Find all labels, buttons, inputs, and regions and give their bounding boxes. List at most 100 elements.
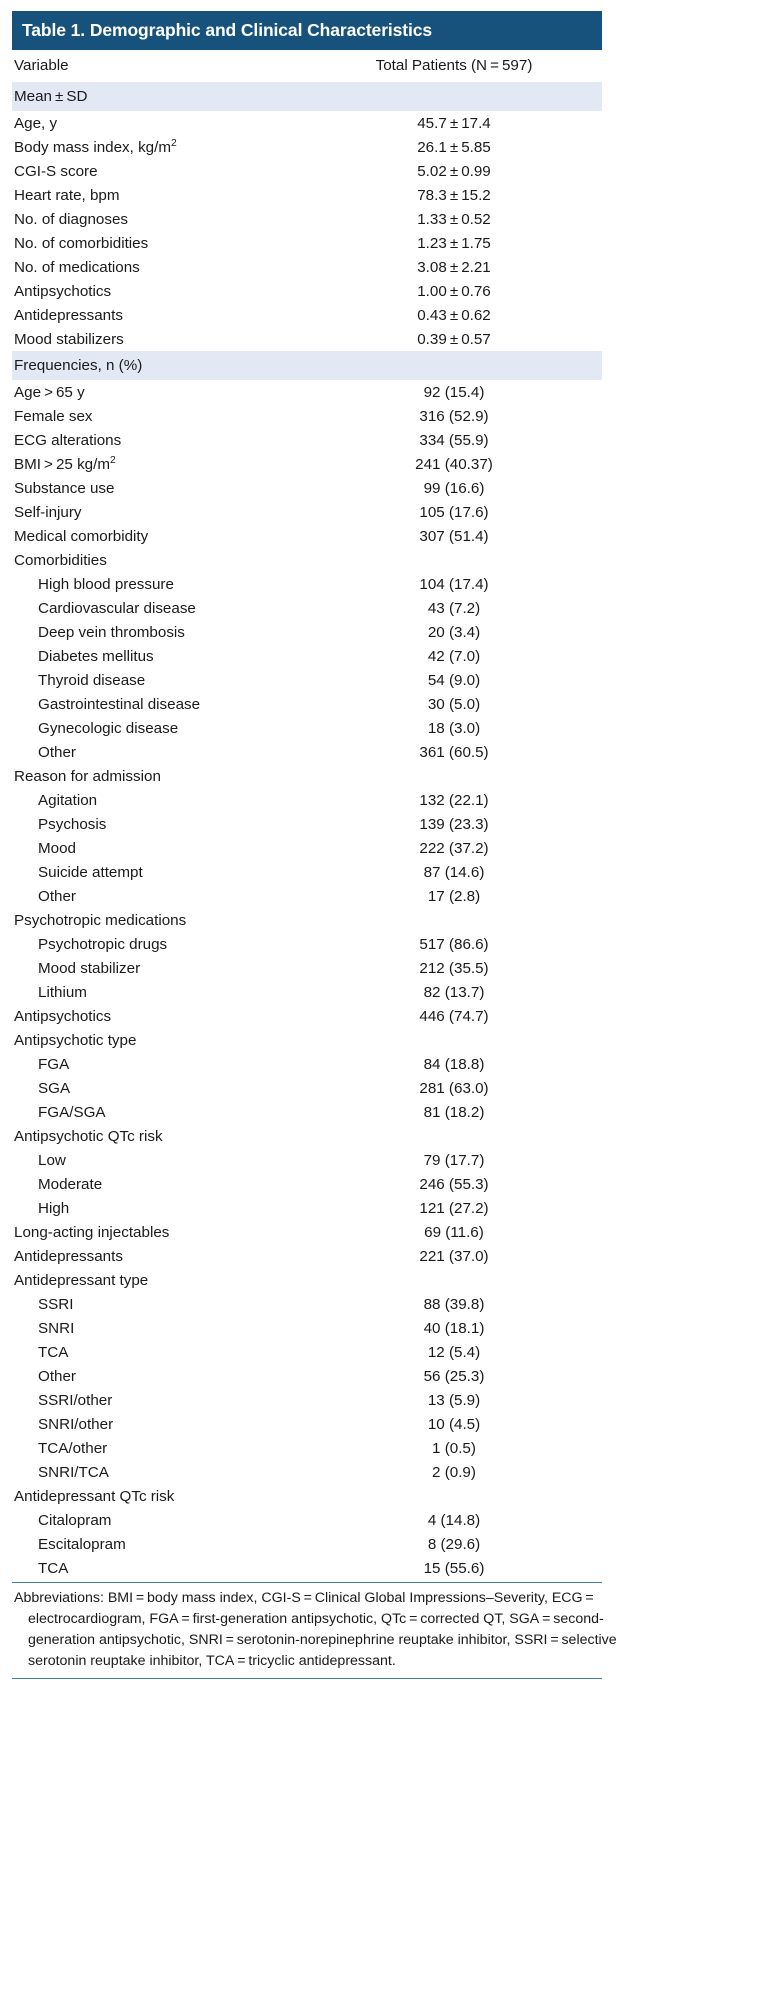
table-row: CGI-S score 5.02 ± 0.99: [12, 159, 602, 183]
row-label: Citalopram: [38, 1511, 112, 1529]
table-row: Long-acting injectables 69 (11.6): [12, 1220, 602, 1244]
table-row: No. of comorbidities 1.23 ± 1.75: [12, 231, 602, 255]
table-row: SNRI 40 (18.1): [12, 1316, 602, 1340]
table-row: Female sex 316 (52.9): [12, 404, 602, 428]
table-row: Antipsychotic QTc risk: [12, 1124, 602, 1148]
row-label: Mood: [38, 839, 76, 857]
row-label: Mood stabilizer: [38, 959, 141, 977]
column-header-row: Variable Total Patients (N = 597): [12, 50, 602, 82]
row-label: Female sex: [14, 407, 93, 425]
section-header-spacer: [352, 351, 602, 381]
table-row: Escitalopram 8 (29.6): [12, 1532, 602, 1556]
row-label: Antidepressant type: [14, 1271, 149, 1289]
row-label: Psychotropic drugs: [38, 935, 168, 953]
table-row: TCA 12 (5.4): [12, 1340, 602, 1364]
row-value: 10 (4.5): [427, 1415, 481, 1433]
row-label: Self-injury: [14, 503, 82, 521]
table-row: Medical comorbidity 307 (51.4): [12, 524, 602, 548]
column-header-total-patients: Total Patients (N = 597): [375, 57, 533, 75]
table-row: Other 56 (25.3): [12, 1364, 602, 1388]
table-row: Agitation 132 (22.1): [12, 788, 602, 812]
row-value: 8 (29.6): [427, 1535, 481, 1553]
row-value: 139 (23.3): [419, 815, 489, 833]
table-row: SSRI/other 13 (5.9): [12, 1388, 602, 1412]
row-label: Long-acting injectables: [14, 1223, 170, 1241]
table-row: Antipsychotic type: [12, 1028, 602, 1052]
table-row: Citalopram 4 (14.8): [12, 1508, 602, 1532]
table-row: Antipsychotics 1.00 ± 0.76: [12, 279, 602, 303]
row-value: [352, 1484, 602, 1508]
superscript: 2: [109, 454, 116, 466]
table-row: Antidepressant QTc risk: [12, 1484, 602, 1508]
row-label: TCA/other: [38, 1439, 108, 1457]
row-value: 1.00 ± 0.76: [417, 282, 491, 300]
row-label: Comorbidities: [14, 551, 107, 569]
row-value: 222 (37.2): [419, 839, 489, 857]
row-label: Heart rate, bpm: [14, 186, 120, 204]
section-header-row: Frequencies, n (%): [12, 351, 602, 381]
row-label: Cardiovascular disease: [38, 599, 196, 617]
row-label: Antipsychotics: [14, 1007, 112, 1025]
row-value: 69 (11.6): [424, 1223, 484, 1241]
table-row: Other 361 (60.5): [12, 740, 602, 764]
demographic-clinical-characteristics-table: Variable Total Patients (N = 597) Mean ±…: [12, 50, 602, 1580]
table-row: SNRI/TCA 2 (0.9): [12, 1460, 602, 1484]
row-value: 13 (5.9): [427, 1391, 481, 1409]
row-label: SGA: [38, 1079, 71, 1097]
row-value: 20 (3.4): [427, 623, 481, 641]
table-row: Self-injury 105 (17.6): [12, 500, 602, 524]
table-row: Psychotropic drugs 517 (86.6): [12, 932, 602, 956]
row-label: Gynecologic disease: [38, 719, 179, 737]
table-title: Table 1. Demographic and Clinical Charac…: [12, 11, 602, 51]
row-label: FGA/SGA: [38, 1103, 106, 1121]
row-label: SNRI/TCA: [38, 1463, 109, 1481]
row-label: Antipsychotic type: [14, 1031, 137, 1049]
row-label: Diabetes mellitus: [38, 647, 154, 665]
section-header-row: Mean ± SD: [12, 82, 602, 112]
table-row: SNRI/other 10 (4.5): [12, 1412, 602, 1436]
row-value: 1.23 ± 1.75: [417, 234, 491, 252]
table-row: Antidepressant type: [12, 1268, 602, 1292]
table-row: FGA/SGA 81 (18.2): [12, 1100, 602, 1124]
section-header-label: Mean ± SD: [14, 88, 88, 106]
row-value: 15 (55.6): [423, 1559, 485, 1577]
table-row: Moderate 246 (55.3): [12, 1172, 602, 1196]
table-row: Deep vein thrombosis 20 (3.4): [12, 620, 602, 644]
row-label: Age, y: [14, 114, 58, 132]
table-row: Mood stabilizer 212 (35.5): [12, 956, 602, 980]
table-row: Cardiovascular disease 43 (7.2): [12, 596, 602, 620]
table-row: Body mass index, kg/m2 26.1 ± 5.85: [12, 135, 602, 159]
row-label: Other: [38, 887, 76, 905]
row-value: 132 (22.1): [419, 791, 489, 809]
table-row: TCA/other 1 (0.5): [12, 1436, 602, 1460]
row-value: 81 (18.2): [423, 1103, 485, 1121]
table-row: Gynecologic disease 18 (3.0): [12, 716, 602, 740]
row-value: 82 (13.7): [423, 983, 485, 1001]
table-row: Lithium 82 (13.7): [12, 980, 602, 1004]
table-row: Age > 65 y 92 (15.4): [12, 380, 602, 404]
row-label: High: [38, 1199, 70, 1217]
superscript: 2: [171, 137, 177, 149]
abbreviations-footnote: Abbreviations: BMI = body mass index, CG…: [14, 1590, 617, 1669]
table-row: Heart rate, bpm 78.3 ± 15.2: [12, 183, 602, 207]
section-header-label: Frequencies, n (%): [14, 357, 143, 375]
row-label: Other: [38, 1367, 76, 1385]
row-label: No. of comorbidities: [14, 234, 149, 252]
row-value: 0.43 ± 0.62: [417, 306, 491, 324]
table-row: Psychosis 139 (23.3): [12, 812, 602, 836]
row-label: SNRI/other: [38, 1415, 114, 1433]
row-value: 2 (0.9): [432, 1463, 476, 1481]
row-value: 54 (9.0): [427, 671, 481, 689]
row-label: TCA: [38, 1559, 69, 1577]
table-row: Other 17 (2.8): [12, 884, 602, 908]
row-value: 221 (37.0): [419, 1247, 489, 1265]
row-label: Medical comorbidity: [14, 527, 149, 545]
row-value: 446 (74.7): [419, 1007, 489, 1025]
table-row: SGA 281 (63.0): [12, 1076, 602, 1100]
row-value: 17 (2.8): [427, 887, 481, 905]
row-value: [352, 908, 602, 932]
row-label: Reason for admission: [14, 767, 161, 785]
row-value: 45.7 ± 17.4: [417, 114, 491, 132]
row-value: 1.33 ± 0.52: [417, 210, 491, 228]
row-value: 281 (63.0): [419, 1079, 489, 1097]
